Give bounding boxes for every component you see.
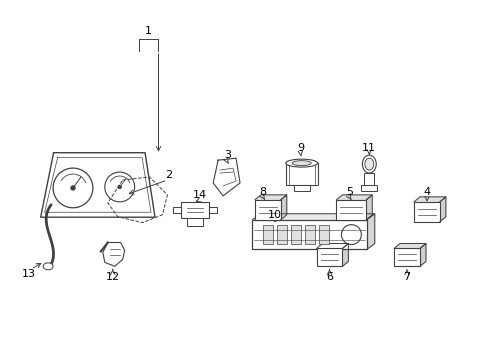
Text: 6: 6 — [326, 272, 333, 282]
Text: 10: 10 — [268, 210, 282, 220]
Text: 11: 11 — [362, 143, 376, 153]
Ellipse shape — [286, 159, 318, 167]
Bar — [337, 200, 367, 220]
Text: 14: 14 — [193, 190, 207, 200]
Bar — [263, 225, 273, 244]
Bar — [277, 225, 287, 244]
Text: 5: 5 — [346, 187, 353, 197]
Bar — [317, 248, 343, 266]
Polygon shape — [367, 195, 372, 220]
Polygon shape — [103, 243, 124, 266]
Bar — [291, 225, 301, 244]
Circle shape — [71, 186, 75, 190]
Bar — [318, 225, 328, 244]
Ellipse shape — [362, 155, 376, 173]
Bar — [181, 202, 209, 218]
Bar — [361, 185, 377, 191]
Ellipse shape — [43, 263, 53, 270]
Polygon shape — [414, 197, 446, 202]
Polygon shape — [337, 195, 372, 200]
Text: 4: 4 — [423, 187, 431, 197]
Bar — [294, 185, 310, 191]
Bar — [255, 200, 281, 220]
Bar — [365, 173, 374, 185]
Ellipse shape — [292, 161, 311, 166]
Bar — [286, 163, 318, 185]
Polygon shape — [343, 243, 348, 266]
Polygon shape — [317, 243, 348, 248]
Text: 7: 7 — [403, 272, 411, 282]
Bar — [394, 248, 420, 266]
Polygon shape — [255, 195, 287, 200]
Polygon shape — [41, 153, 155, 217]
Text: 8: 8 — [259, 187, 267, 197]
Bar — [252, 220, 367, 249]
Text: 13: 13 — [22, 269, 36, 279]
Polygon shape — [252, 214, 375, 220]
Text: 9: 9 — [297, 143, 304, 153]
Text: 2: 2 — [165, 170, 172, 180]
Polygon shape — [440, 197, 446, 222]
Ellipse shape — [365, 158, 374, 170]
Polygon shape — [213, 158, 240, 196]
Bar — [187, 218, 203, 226]
Polygon shape — [420, 243, 426, 266]
Text: 1: 1 — [145, 26, 152, 36]
Bar — [305, 225, 315, 244]
Polygon shape — [394, 243, 426, 248]
Polygon shape — [281, 195, 287, 220]
Polygon shape — [367, 214, 375, 249]
Circle shape — [118, 185, 121, 188]
Polygon shape — [108, 177, 168, 223]
Text: 12: 12 — [106, 272, 120, 282]
Text: 3: 3 — [224, 150, 232, 160]
Bar — [414, 202, 440, 222]
